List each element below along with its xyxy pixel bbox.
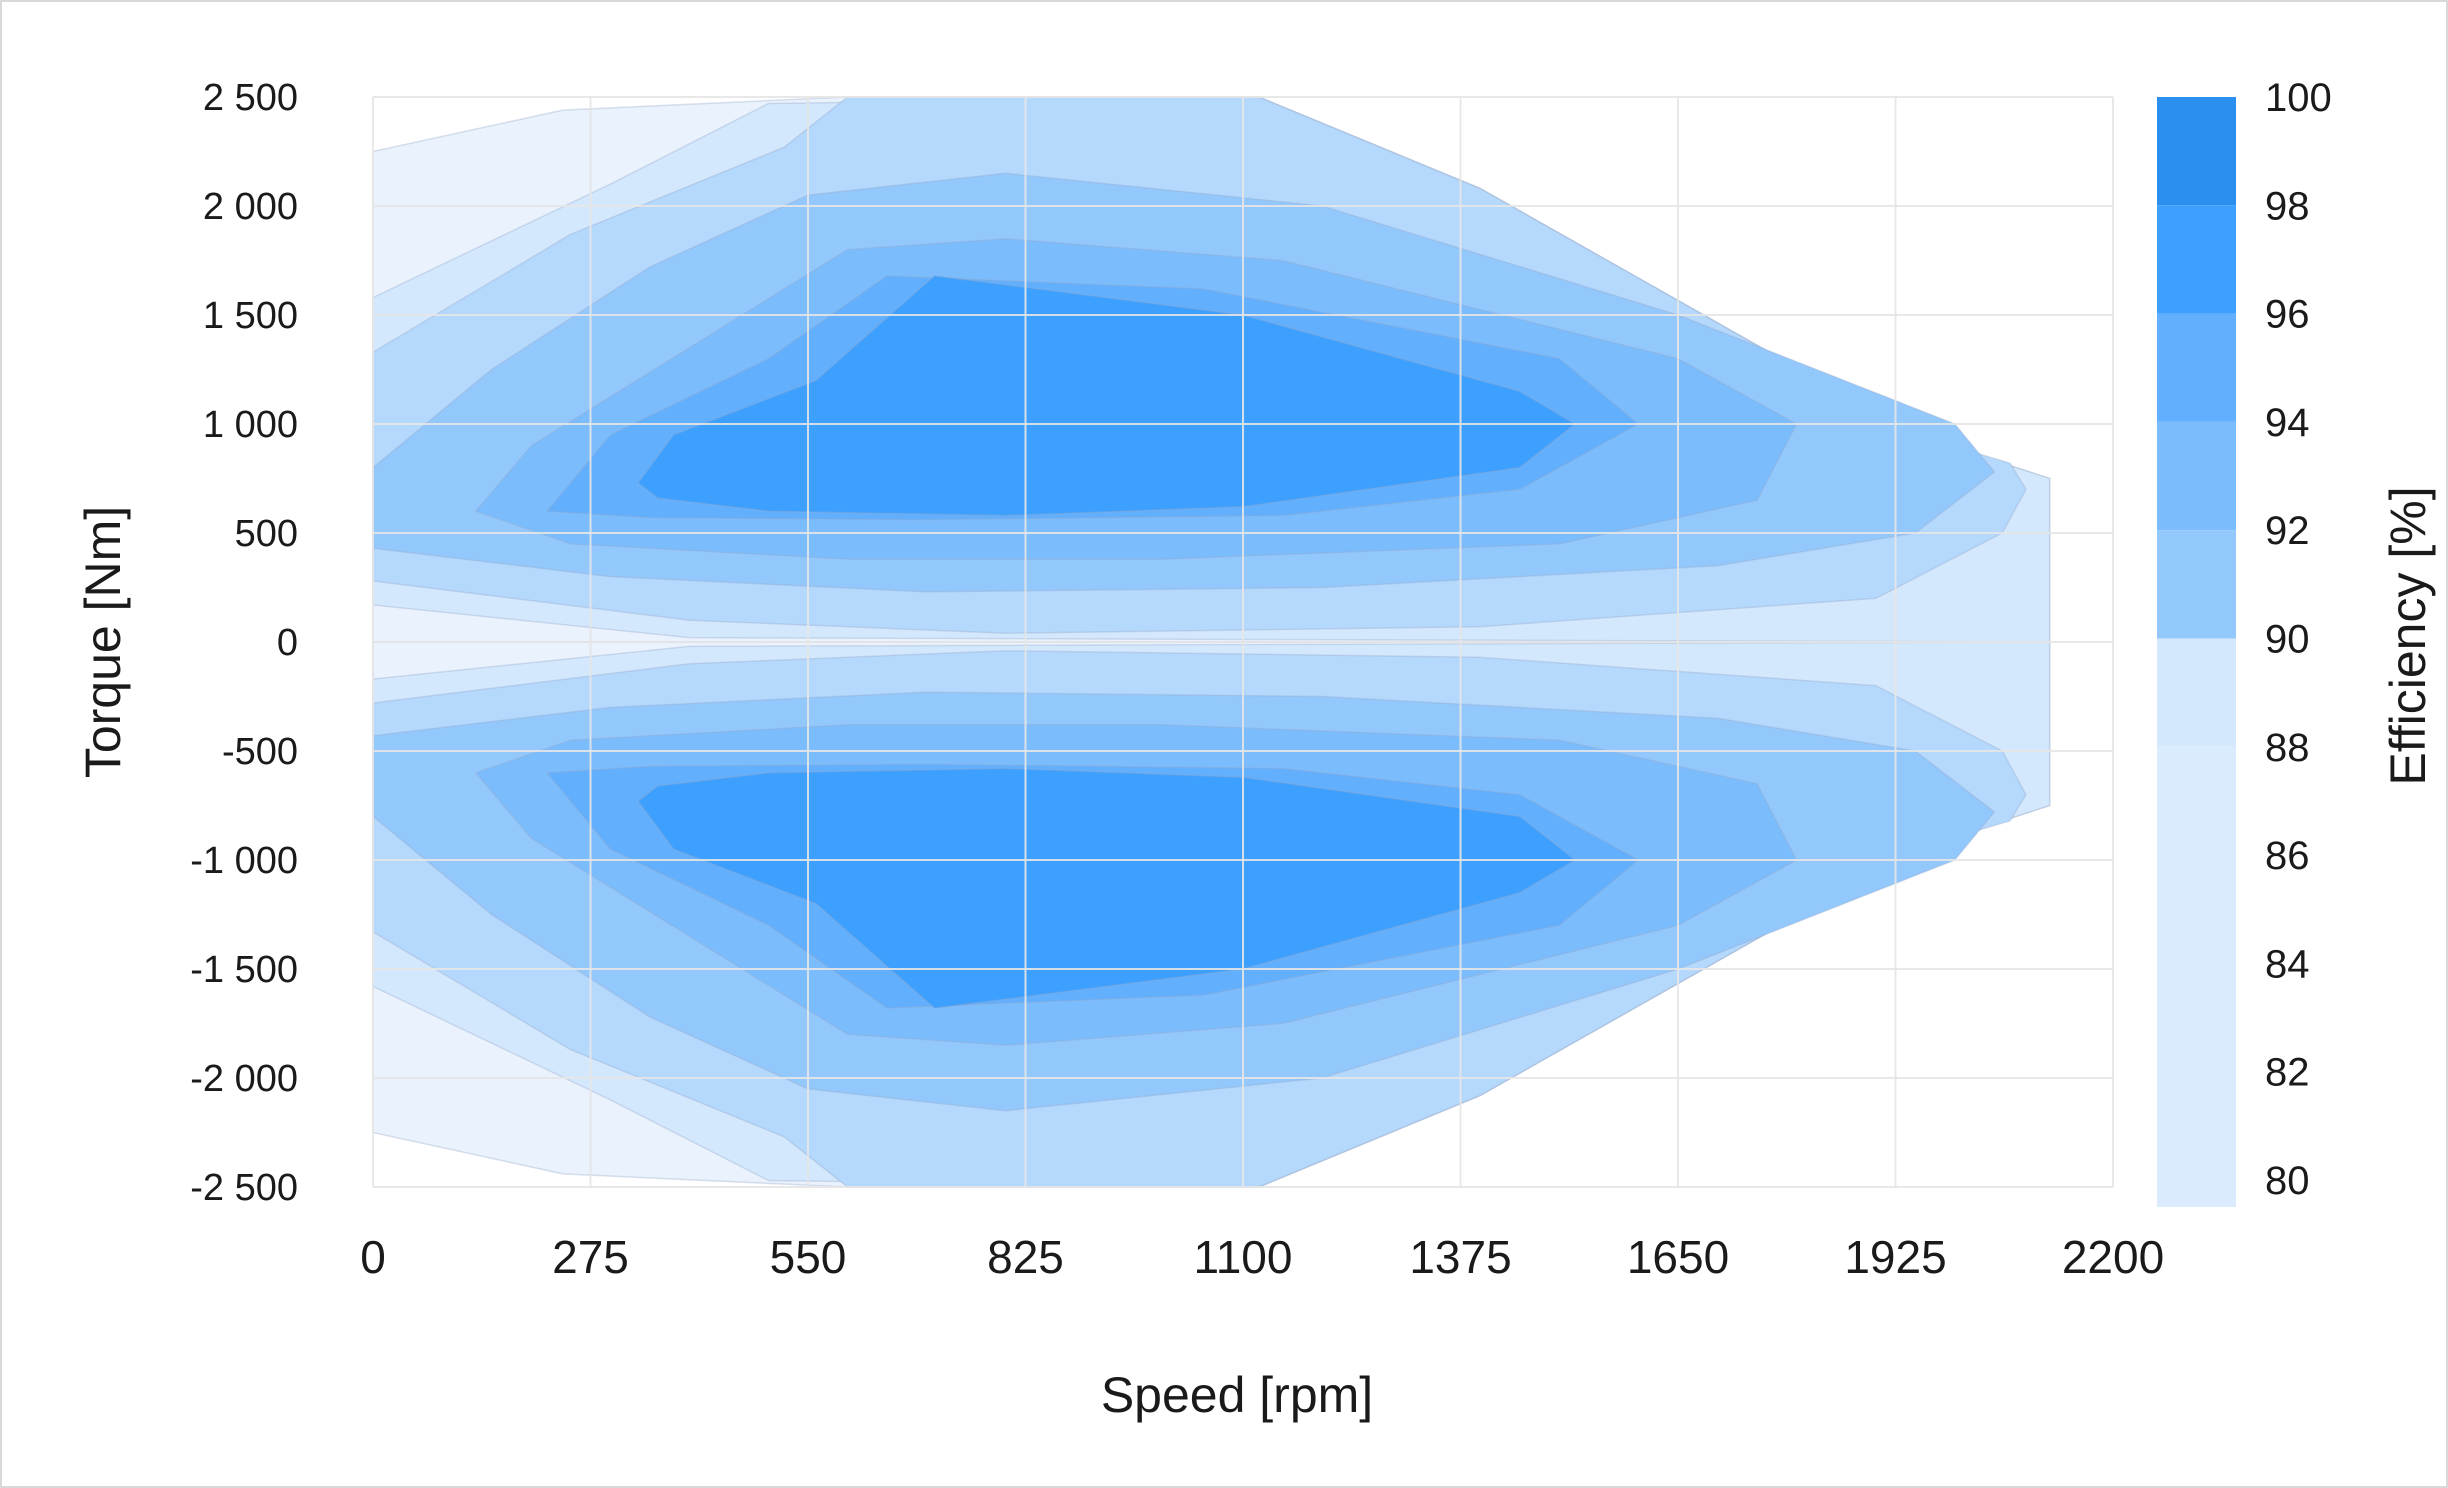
colorbar-segment <box>2157 746 2236 1207</box>
y-tick-label: 1 500 <box>203 295 298 337</box>
y-axis-ticks: 2 500 2 000 1 500 1 000 500 0 -500 -1 000 -1 500… <box>190 77 298 1209</box>
colorbar-tick-label: 80 <box>2265 1159 2310 1203</box>
colorbar-tick-label: 90 <box>2265 617 2310 661</box>
x-tick-label: 550 <box>770 1231 847 1283</box>
x-axis-ticks: 0 275 550 825 1100 1375 1650 1925 2200 <box>360 1231 2164 1283</box>
x-tick-label: 825 <box>987 1231 1064 1283</box>
x-axis-label: Speed [rpm] <box>1101 1367 1373 1423</box>
colorbar-segment <box>2157 205 2236 314</box>
y-tick-label: -2 500 <box>190 1167 298 1209</box>
colorbar-ticks: 100 98 96 94 92 90 88 86 84 82 80 <box>2265 76 2332 1203</box>
colorbar-tick-label: 92 <box>2265 509 2310 553</box>
y-tick-label: -500 <box>222 731 298 773</box>
colorbar-label: Efficiency [%] <box>2380 486 2436 785</box>
x-tick-label: 1100 <box>1194 1231 1293 1283</box>
y-tick-label: -1 500 <box>190 949 298 991</box>
y-tick-label: -1 000 <box>190 840 298 882</box>
colorbar-segment <box>2157 313 2236 422</box>
colorbar-tick-label: 94 <box>2265 401 2310 445</box>
colorbar-tick-label: 88 <box>2265 726 2310 770</box>
y-axis-label: Torque [Nm] <box>75 506 131 778</box>
y-tick-label: 0 <box>277 622 298 664</box>
x-tick-label: 1375 <box>1409 1231 1511 1283</box>
colorbar-segment <box>2157 638 2236 747</box>
colorbar-tick-label: 98 <box>2265 184 2310 228</box>
x-tick-label: 0 <box>360 1231 386 1283</box>
colorbar-segment <box>2157 97 2236 206</box>
colorbar-tick-label: 84 <box>2265 942 2310 986</box>
y-tick-label: 2 000 <box>203 186 298 228</box>
x-tick-label: 2200 <box>2062 1231 2164 1283</box>
colorbar-tick-label: 86 <box>2265 834 2310 878</box>
colorbar <box>2157 97 2236 1207</box>
y-tick-label: 1 000 <box>203 404 298 446</box>
y-tick-label: -2 000 <box>190 1058 298 1100</box>
grid-lines <box>372 96 2114 1188</box>
colorbar-segment <box>2157 530 2236 639</box>
y-tick-label: 500 <box>235 513 298 555</box>
x-tick-label: 275 <box>552 1231 629 1283</box>
colorbar-segment <box>2157 421 2236 531</box>
colorbar-tick-label: 82 <box>2265 1051 2310 1095</box>
x-tick-label: 1650 <box>1627 1231 1729 1283</box>
colorbar-tick-label: 96 <box>2265 293 2310 337</box>
y-tick-label: 2 500 <box>203 77 298 119</box>
x-tick-label: 1925 <box>1844 1231 1946 1283</box>
colorbar-tick-label: 100 <box>2265 76 2332 120</box>
efficiency-bands <box>372 96 2051 1188</box>
